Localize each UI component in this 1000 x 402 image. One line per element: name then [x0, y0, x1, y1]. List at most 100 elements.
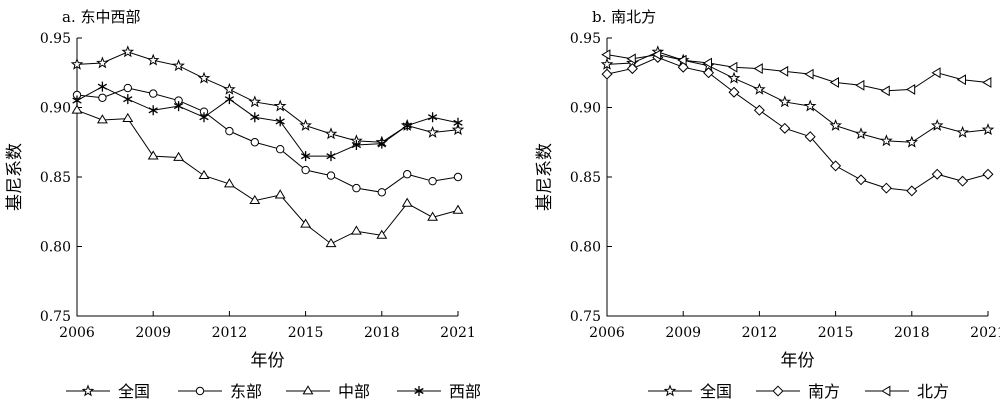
data-point: [250, 112, 260, 123]
legend-label: 西部: [449, 382, 481, 401]
x-tick-label: 2006: [589, 325, 625, 341]
data-point: [249, 194, 261, 205]
data-point: [753, 82, 766, 95]
data-point: [199, 112, 209, 123]
data-point: [72, 95, 82, 106]
data-point: [300, 151, 311, 162]
series-中部: [71, 104, 464, 248]
chart-panel-a: 0.75 0.80 0.85 0.90 0.95 2006 2009 2012 2015 2018…: [5, 8, 481, 401]
x-tick-label: 2006: [59, 325, 95, 341]
series-北方: [601, 49, 992, 97]
data-point: [930, 118, 944, 131]
data-point: [854, 127, 868, 140]
y-tick-label: 0.90: [570, 101, 601, 117]
data-point: [248, 95, 262, 108]
data-point: [957, 175, 969, 187]
series-南方: [601, 51, 994, 197]
data-point: [905, 135, 919, 148]
data-point: [197, 71, 211, 84]
data-point: [275, 116, 285, 127]
legend-label: 全国: [700, 382, 732, 401]
data-point: [728, 86, 740, 98]
legend-label: 南方: [808, 382, 840, 401]
data-point: [931, 67, 941, 79]
y-tick-label: 0.80: [40, 240, 71, 256]
legend-label: 北方: [917, 382, 949, 401]
legend-marker: [195, 386, 205, 396]
data-point: [982, 77, 992, 88]
x-tick-label: 2012: [742, 325, 778, 341]
data-point: [702, 57, 712, 69]
data-point: [830, 160, 842, 172]
data-point: [402, 120, 412, 131]
data-point: [956, 125, 969, 138]
data-point: [121, 45, 135, 58]
data-point: [149, 89, 158, 98]
y-tick-label: 0.75: [40, 309, 71, 325]
data-point: [274, 189, 286, 199]
data-point: [829, 118, 842, 131]
panel-title: b. 南北方: [592, 8, 656, 26]
series-line: [76, 51, 459, 143]
data-point: [71, 104, 83, 114]
data-point: [198, 169, 210, 179]
data-point: [122, 112, 134, 122]
data-point: [123, 83, 133, 93]
legend-item: 北方: [865, 382, 949, 401]
data-point: [677, 54, 687, 66]
data-point: [601, 68, 613, 80]
data-point: [779, 65, 789, 77]
series-line: [606, 54, 989, 92]
series-line: [606, 56, 989, 192]
data-point: [300, 218, 312, 228]
y-tick-label: 0.85: [570, 170, 601, 186]
data-point: [906, 83, 916, 95]
data-point: [225, 126, 234, 136]
data-point: [956, 74, 966, 86]
data-point: [753, 104, 765, 116]
data-point: [325, 237, 337, 248]
data-point: [148, 105, 158, 116]
data-point: [377, 138, 387, 149]
legend-marker: [302, 385, 314, 395]
legend-item: 东部: [178, 382, 262, 401]
y-tick-label: 0.95: [40, 31, 71, 47]
data-point: [173, 151, 185, 161]
data-point: [98, 93, 107, 102]
y-tick-label: 0.90: [40, 101, 71, 117]
data-point: [224, 94, 235, 105]
series-line: [76, 87, 459, 193]
data-point: [250, 138, 260, 147]
data-point: [324, 127, 338, 140]
data-point: [351, 140, 362, 151]
data-point: [96, 114, 108, 124]
data-point: [299, 118, 312, 131]
data-point: [147, 150, 159, 160]
data-point: [982, 168, 994, 180]
data-point: [803, 99, 817, 112]
legend-marker: [81, 384, 95, 397]
x-tick-label: 2009: [665, 325, 701, 341]
legend-marker: [663, 384, 677, 397]
data-point: [273, 99, 287, 112]
series-东部: [72, 83, 463, 197]
data-point: [703, 67, 715, 79]
legend-item: 南方: [756, 382, 840, 401]
data-point: [352, 183, 361, 193]
series-line: [76, 109, 459, 245]
data-point: [428, 176, 437, 186]
data-point: [401, 197, 413, 207]
data-point: [753, 63, 763, 75]
data-point: [301, 165, 310, 175]
y-tick-label: 0.75: [570, 309, 601, 325]
data-point: [350, 225, 362, 235]
data-point: [804, 68, 814, 80]
data-point: [728, 61, 738, 73]
y-tick-label: 0.85: [40, 170, 71, 186]
legend-item: 中部: [286, 382, 370, 401]
series-line: [606, 51, 989, 143]
x-tick-label: 2021: [440, 325, 476, 341]
x-tick-label: 2018: [364, 325, 400, 341]
axis-frame: [606, 38, 988, 317]
legend-label: 东部: [230, 382, 262, 401]
